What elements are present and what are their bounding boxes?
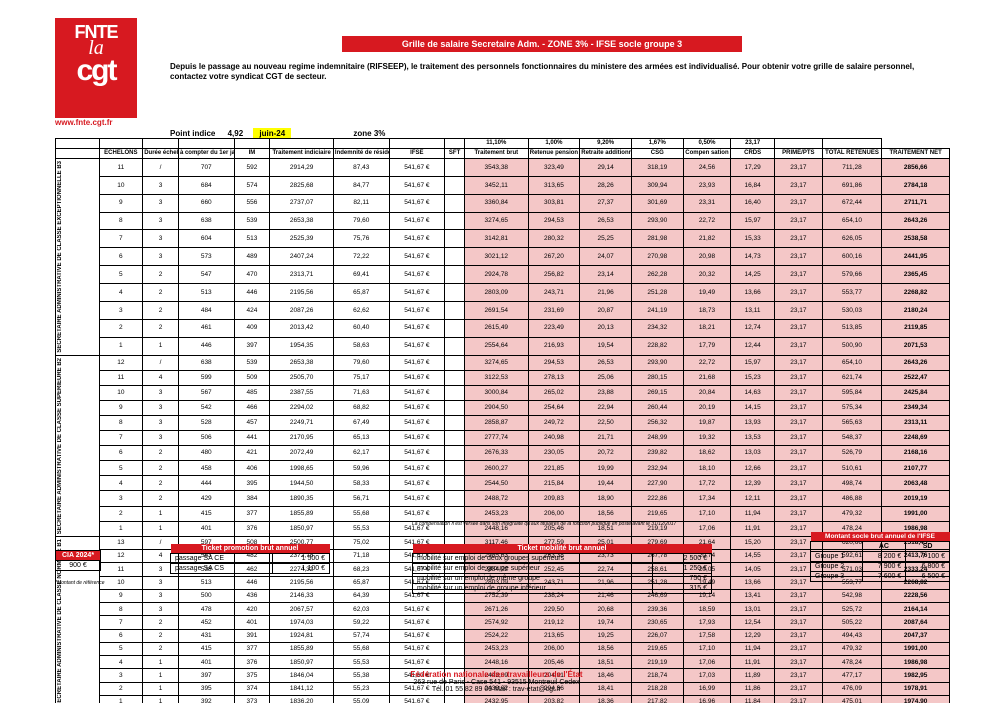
cia-title: CIA 2024* [56, 551, 101, 561]
table-row: SECRETAIRE ADMINISTRATIVE DE CLASSE EXCE… [56, 159, 950, 177]
disclaimer: La compensation n'est versée dans son in… [412, 521, 676, 527]
group-label: SECRETAIRE ADMINISTRATIVE DE CLASSE SUPE… [56, 355, 100, 536]
mob-title: Ticket mobilité brut annuel [413, 544, 712, 554]
footer-line1: Fédération nationale des travailleurs de… [0, 670, 993, 679]
point-indice-label: Point indice [170, 129, 215, 138]
logo-line3: cgt [77, 54, 116, 88]
table-row: 635734892407,2472,22541,67 €3021,12267,2… [56, 248, 950, 266]
table-row: 624313911924,8157,74541,67 €2524,22213,6… [56, 629, 950, 642]
page: FNTE la cgt www.fnte.cgt.fr Grille de sa… [0, 0, 993, 703]
socle-title: Montant socle brut annuel de l'IFSE [811, 532, 950, 542]
table-row: 524153771855,8955,68541,67 €2453,23206,0… [56, 642, 950, 655]
table-row: 1036845742825,6884,77541,67 €3452,11313,… [56, 176, 950, 194]
group-label: SECRETAIRE ADMINISTRATIVE DE CLASSE EXCE… [56, 159, 100, 356]
table-row: mobilité sur un emploi de groupe inférie… [413, 584, 712, 594]
promo-box: Ticket promotion brut annuelpassage SA C… [170, 544, 330, 574]
table-row: mobilité sur un emploi de même groupe750… [413, 574, 712, 584]
mobility-box: Ticket mobilité brut annuelmobilité sur … [412, 544, 712, 594]
table-row: 214153771855,8955,68541,67 €2453,23206,0… [56, 506, 950, 521]
table-row: SECRETAIRE ADMINISTRATIVE DE CLASSE SUPE… [56, 355, 950, 370]
table-row: mobilité sur emploi de groupe supérieur1… [413, 564, 712, 574]
table-row: 835284572249,7167,49541,67 €2858,87249,7… [56, 415, 950, 430]
logo: FNTE la cgt [55, 18, 137, 118]
table-row: Groupe 37 600 €6 500 € [811, 572, 950, 582]
table-row: mobilité sur emploi de deux groupes supé… [413, 554, 712, 564]
table-row: 525474702313,7169,41541,67 €2924,78256,8… [56, 266, 950, 284]
table-row: 836385392653,3879,60541,67 €3274,65294,5… [56, 212, 950, 230]
promo-title: Ticket promotion brut annuel [171, 544, 330, 554]
socle-box: Montant socle brut annuel de l'IFSEACSDG… [810, 532, 950, 582]
cia-note: *Montant de référence [55, 580, 104, 586]
table-row: 113923731836,2055,09541,67 €2432,95203,8… [56, 696, 950, 703]
table-row: 524584061998,6559,96541,67 €2600,27221,8… [56, 461, 950, 476]
table-row: 624804212072,4962,17541,67 €2676,33230,0… [56, 446, 950, 461]
footer-line3: Tél. 01 55 82 89 00 Mail : trav-etat@cgt… [0, 686, 993, 693]
table-row: 324293841890,3556,71541,67 €2488,72209,8… [56, 491, 950, 506]
cia-value: 900 € [56, 561, 101, 571]
table-row: 724524011974,0359,22541,67 €2574,92219,1… [56, 616, 950, 629]
table-row: Groupe 18 200 €7 100 € [811, 552, 950, 562]
title-bar: Grille de salaire Secretaire Adm. - ZONE… [342, 36, 742, 52]
table-row: 425134462195,5665,87541,67 €2803,09243,7… [56, 284, 950, 302]
table-row: 224614092013,4260,40541,67 €2615,49223,4… [56, 319, 950, 337]
table-row: Groupe 27 900 €6 800 € [811, 562, 950, 572]
table-row: 1145995092505,7075,17541,67 €3122,53278,… [56, 370, 950, 385]
table-row: 935424662294,0268,82541,67 €2904,50254,6… [56, 400, 950, 415]
salary-table: 11,10%1,00%9,20%1,67%0,50%23,17ECHELONSD… [55, 138, 950, 703]
table-row: 324844242087,2662,62541,67 €2691,54231,6… [56, 301, 950, 319]
zone-label: zone 3% [353, 129, 385, 138]
main-table-wrap: 11,10%1,00%9,20%1,67%0,50%23,17ECHELONSD… [55, 138, 950, 703]
table-row: 414013761850,9755,53541,67 €2448,16205,4… [56, 656, 950, 669]
table-row: 114463971954,3558,63541,67 €2554,64216,9… [56, 337, 950, 355]
table-row: 1035674852387,5571,63541,67 €3000,84265,… [56, 385, 950, 400]
point-indice-value: 4,92 [228, 129, 244, 138]
intro-text: Depuis le passage au nouveau regime inde… [170, 62, 930, 81]
table-row: 735064412170,9565,13541,67 €2777,74240,9… [56, 431, 950, 446]
table-row: passage SA CS1 100 € [171, 564, 330, 574]
cia-box: CIA 2024* 900 € [55, 550, 101, 571]
table-row: 936605562737,0782,11541,67 €3360,84303,8… [56, 194, 950, 212]
table-row: 834784202067,5762,03541,67 €2671,26229,5… [56, 603, 950, 616]
logo-url: www.fnte.cgt.fr [55, 118, 112, 127]
footer-line2: 263 rue de Paris - Case 541 - 93515 Mont… [0, 679, 993, 686]
table-row: 736045132525,3975,76541,67 €3142,81280,3… [56, 230, 950, 248]
table-row: 424443951944,5058,33541,67 €2544,50215,8… [56, 476, 950, 491]
footer: Fédération nationale des travailleurs de… [0, 670, 993, 693]
table-row: passage SA CE1 500 € [171, 554, 330, 564]
